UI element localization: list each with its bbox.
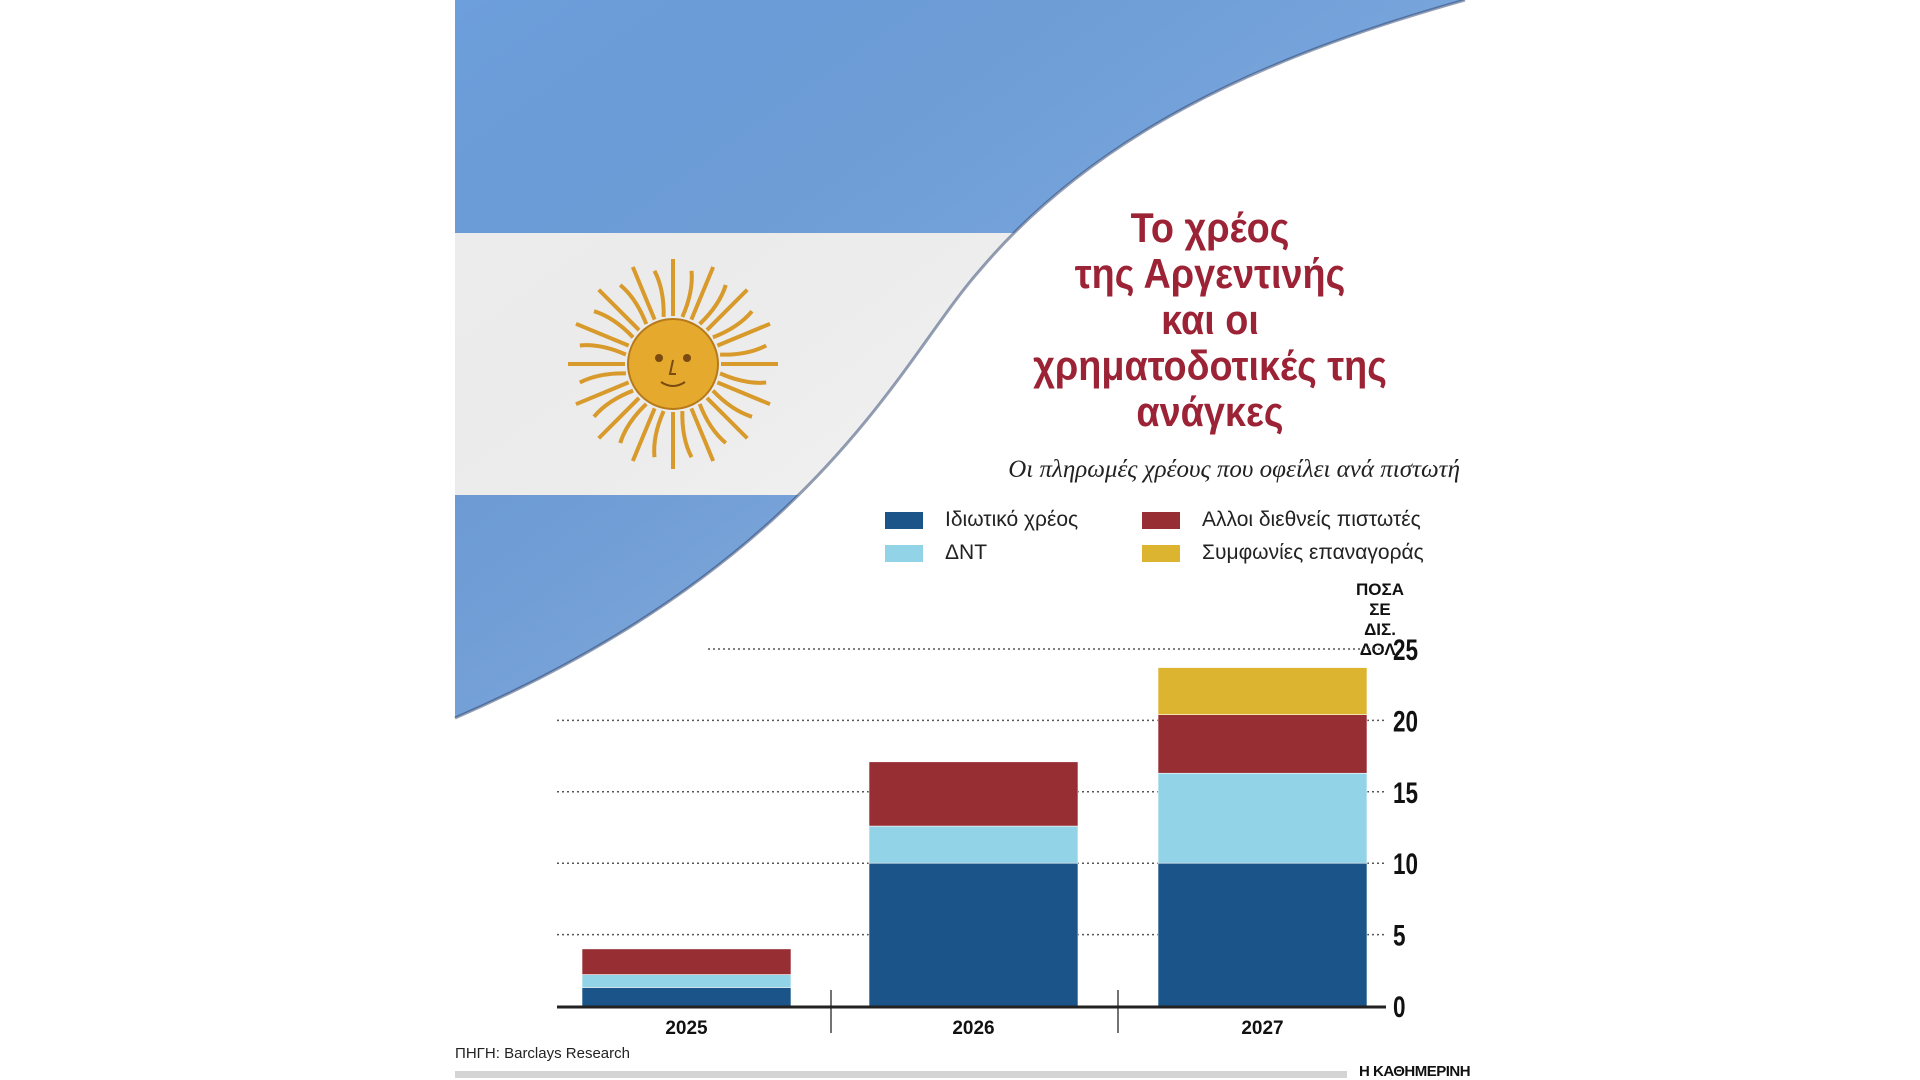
y-tick-label: 25 [1393, 633, 1418, 667]
y-tick-label: 10 [1393, 847, 1418, 881]
x-tick-label: 2027 [1241, 1018, 1283, 1039]
bar-segment [581, 948, 792, 975]
title-line: ανάγκες [1136, 388, 1284, 435]
footer-bar [455, 1071, 1347, 1078]
legend-item-other-creditors: Αλλοι διεθνείς πιστωτές [1142, 508, 1421, 532]
x-tick-label: 2025 [665, 1018, 708, 1039]
title-line: Το χρέος [1130, 204, 1290, 251]
bar-segment [868, 761, 1079, 827]
bar-segment [1157, 714, 1368, 774]
legend-swatch [1142, 511, 1180, 529]
legend-swatch [885, 511, 923, 529]
y-tick-label: 0 [1393, 990, 1406, 1024]
bar-segment [868, 825, 1079, 864]
y-tick-label: 5 [1393, 918, 1406, 952]
legend-label: Συμφωνίες επαναγοράς [1202, 541, 1424, 564]
bar-segment [868, 862, 1079, 1007]
y-tick-label: 15 [1393, 776, 1418, 810]
chart-title: Το χρέος της Αργεντινής και οι χρηματοδο… [985, 205, 1435, 435]
x-tick-label: 2026 [952, 1018, 994, 1039]
legend-swatch [885, 544, 923, 562]
legend-item-repo: Συμφωνίες επαναγοράς [1142, 541, 1424, 565]
title-line: και οι [1161, 296, 1259, 343]
title-line: της Αργεντινής [1074, 250, 1346, 297]
unit-line: ΠΟΣΑ ΣΕ [1356, 580, 1404, 619]
brand-logo: Η ΚΑΘΗΜΕΡΙΝΗ [1359, 1063, 1471, 1080]
y-tick-label: 20 [1393, 704, 1418, 738]
legend-swatch [1142, 544, 1180, 562]
bar-segment [1157, 772, 1368, 864]
chart-subtitle: Οι πληρωμές χρέους που οφείλει ανά πιστω… [1008, 456, 1460, 483]
sun-of-may-icon [568, 259, 778, 469]
legend-label: Αλλοι διεθνείς πιστωτές [1202, 508, 1421, 531]
legend-item-private-debt: Ιδιωτικό χρέος [885, 508, 1078, 532]
legend-item-imf: ΔΝΤ [885, 541, 987, 565]
bar-segment [1157, 862, 1368, 1007]
bar-segment [581, 974, 792, 988]
legend-label: Ιδιωτικό χρέος [945, 508, 1079, 531]
source-note: ΠΗΓΗ: Barclays Research [455, 1045, 630, 1062]
bar-segment [1157, 667, 1368, 715]
bar-segment [581, 987, 792, 1007]
legend-label: ΔΝΤ [945, 541, 988, 564]
title-line: χρηματοδοτικές της [1033, 342, 1387, 389]
